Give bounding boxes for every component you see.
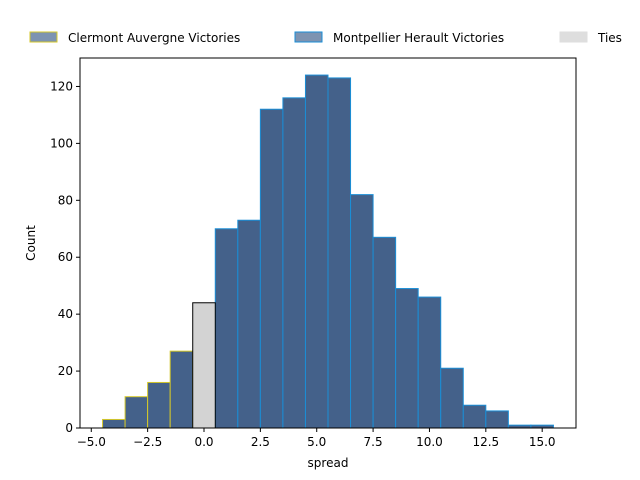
bar-1-3 xyxy=(282,97,306,429)
bar-1-4 xyxy=(304,74,329,429)
x-axis: −5.0 −2.5 0.0 2.5 5.0 7.5 10.0 12.5 15.0 xyxy=(77,428,556,449)
bar-0-1 xyxy=(124,396,149,429)
x-tick-label-1: −2.5 xyxy=(133,435,162,449)
x-tick-label-8: 15.0 xyxy=(529,435,556,449)
bar-1-9 xyxy=(417,296,442,429)
bar-0-3 xyxy=(169,350,194,429)
x-tick-label-6: 10.0 xyxy=(416,435,443,449)
bars xyxy=(102,74,554,429)
bar-1-12 xyxy=(485,410,509,429)
legend-swatch-2 xyxy=(559,31,588,43)
bar-1-1 xyxy=(237,219,261,429)
y-axis: 0 20 40 60 80 100 120 xyxy=(50,79,80,435)
legend-label-1: Montpellier Herault Victories xyxy=(333,31,504,45)
bar-1-6 xyxy=(350,194,374,429)
y-tick-label-1: 20 xyxy=(58,364,73,378)
x-tick-label-4: 5.0 xyxy=(307,435,326,449)
bar-1-5 xyxy=(327,77,352,429)
x-axis-label: spread xyxy=(308,456,349,470)
x-tick-label-3: 2.5 xyxy=(251,435,270,449)
plot-frame xyxy=(79,57,577,429)
bar-1-10 xyxy=(440,367,464,429)
y-tick-label-3: 60 xyxy=(58,250,73,264)
bar-2-0 xyxy=(192,302,216,429)
y-tick-label-6: 120 xyxy=(50,79,73,93)
y-axis-label: Count xyxy=(24,225,38,261)
legend: Clermont Auvergne Victories Montpellier H… xyxy=(29,31,622,45)
y-tick-label-4: 80 xyxy=(58,193,73,207)
x-tick-label-5: 7.5 xyxy=(364,435,383,449)
bar-1-11 xyxy=(462,404,487,429)
legend-label-0: Clermont Auvergne Victories xyxy=(68,31,240,45)
x-tick-label-0: −5.0 xyxy=(77,435,106,449)
legend-label-2: Ties xyxy=(597,31,622,45)
bar-1-7 xyxy=(372,236,397,429)
bar-1-2 xyxy=(259,108,284,429)
y-tick-label-2: 40 xyxy=(58,307,73,321)
bar-1-0 xyxy=(214,228,239,429)
legend-swatch-1 xyxy=(294,31,323,43)
y-tick-label-5: 100 xyxy=(50,136,73,150)
legend-swatch-0 xyxy=(29,31,58,43)
y-tick-label-0: 0 xyxy=(65,421,73,435)
x-tick-label-7: 12.5 xyxy=(472,435,499,449)
x-tick-label-2: 0.0 xyxy=(194,435,213,449)
bar-1-8 xyxy=(395,288,419,429)
bar-0-0 xyxy=(102,418,126,429)
bar-0-2 xyxy=(147,381,171,429)
